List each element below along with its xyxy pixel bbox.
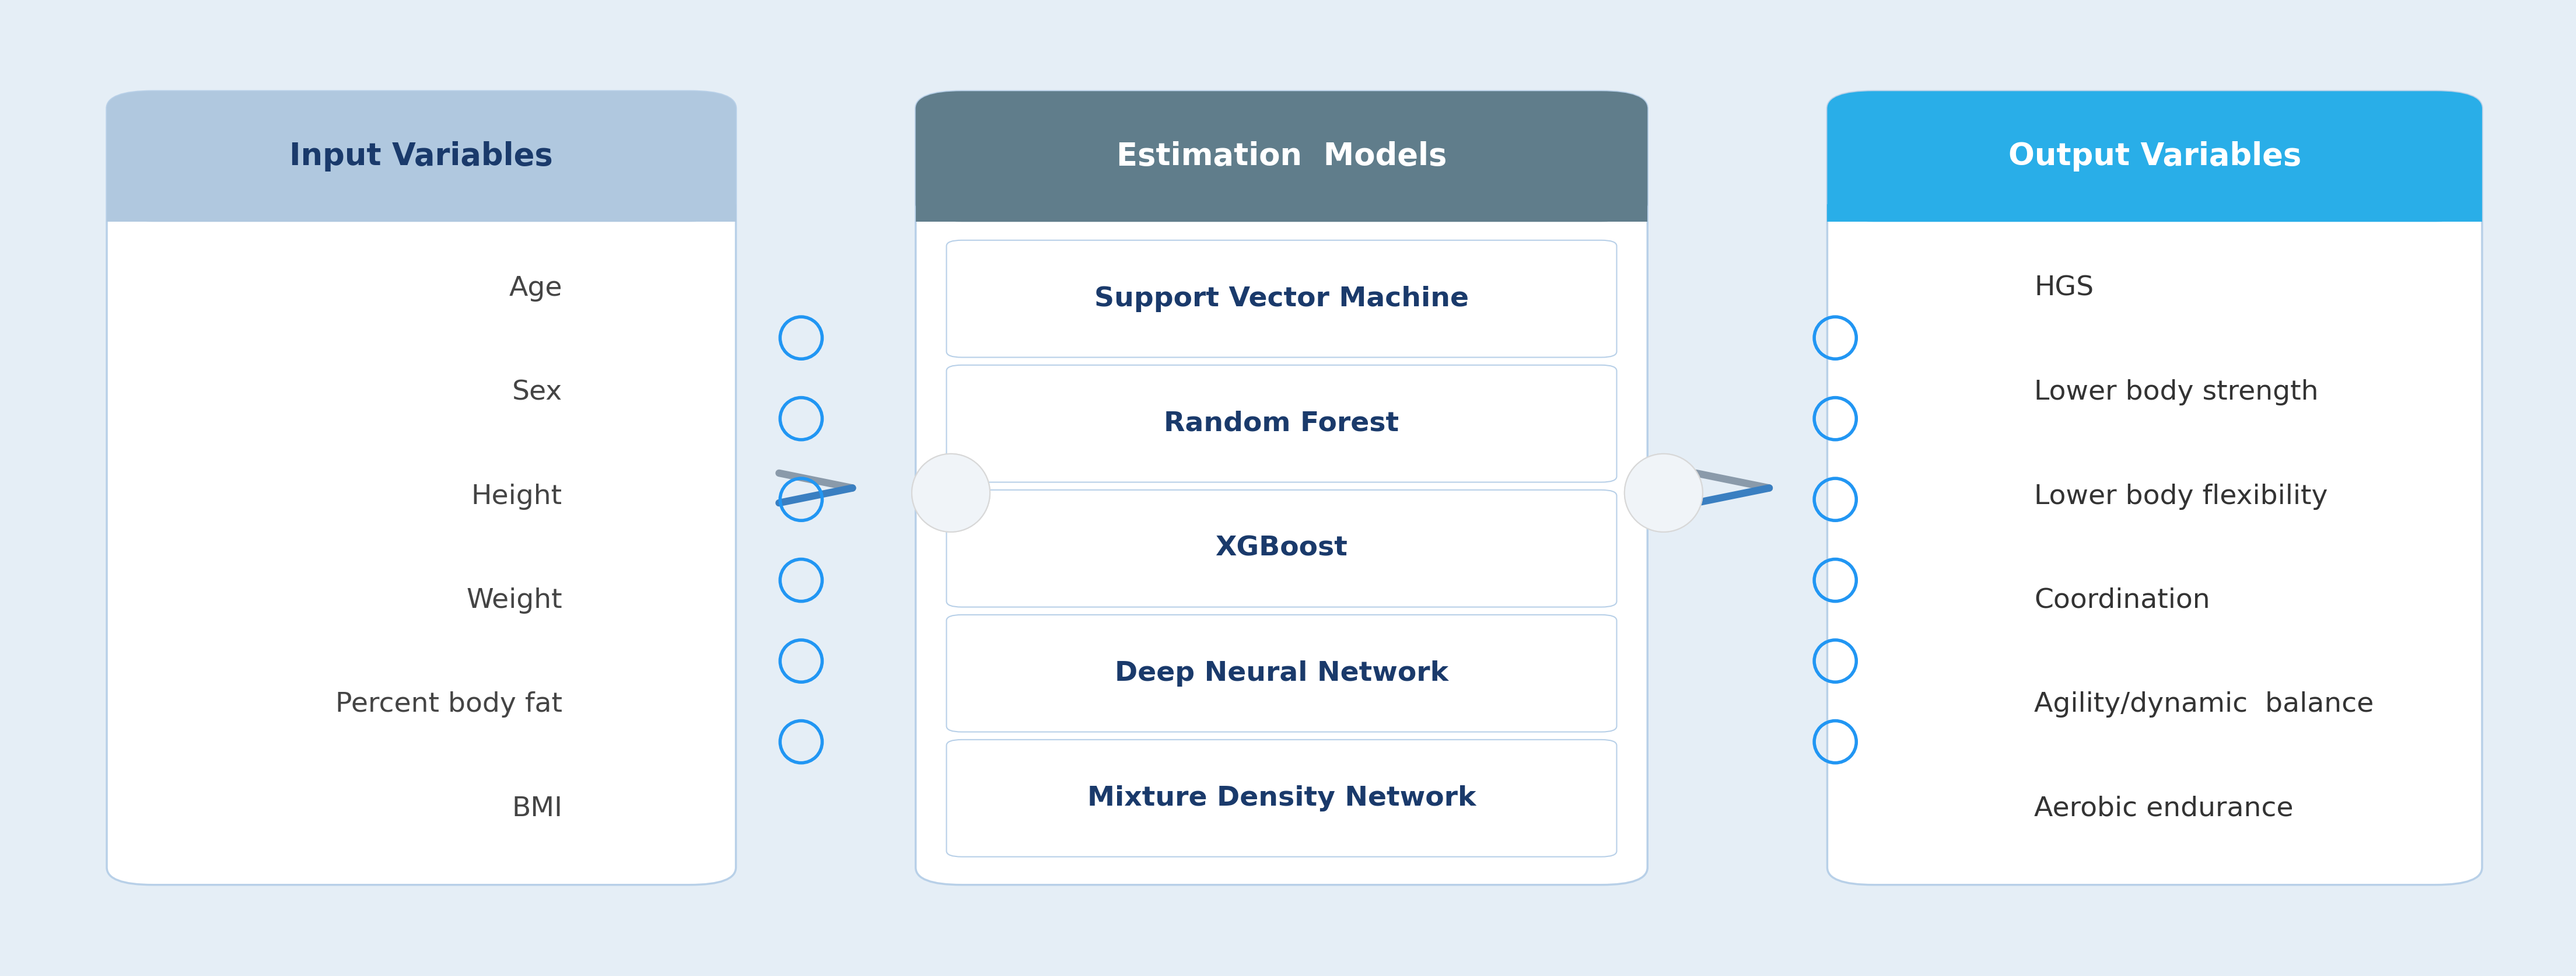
- Text: Input Variables: Input Variables: [289, 142, 554, 172]
- FancyBboxPatch shape: [106, 91, 737, 885]
- Text: Weight: Weight: [466, 588, 562, 614]
- Text: Agility/dynamic  balance: Agility/dynamic balance: [2035, 691, 2375, 717]
- Text: Deep Neural Network: Deep Neural Network: [1115, 660, 1448, 686]
- FancyBboxPatch shape: [914, 91, 1649, 222]
- Text: Mixture Density Network: Mixture Density Network: [1087, 785, 1476, 811]
- Text: BMI: BMI: [513, 795, 562, 822]
- Text: Random Forest: Random Forest: [1164, 411, 1399, 437]
- Text: Output Variables: Output Variables: [2009, 142, 2300, 172]
- FancyBboxPatch shape: [914, 204, 1649, 222]
- FancyBboxPatch shape: [945, 615, 1618, 732]
- Text: Support Vector Machine: Support Vector Machine: [1095, 286, 1468, 312]
- FancyBboxPatch shape: [945, 740, 1618, 857]
- FancyBboxPatch shape: [1826, 204, 2483, 222]
- Text: HGS: HGS: [2035, 275, 2094, 302]
- FancyBboxPatch shape: [1826, 91, 2483, 222]
- FancyBboxPatch shape: [945, 240, 1618, 357]
- Text: XGBoost: XGBoost: [1216, 536, 1347, 561]
- Text: Percent body fat: Percent body fat: [335, 691, 562, 717]
- FancyBboxPatch shape: [945, 365, 1618, 482]
- Text: Estimation  Models: Estimation Models: [1115, 142, 1448, 172]
- FancyBboxPatch shape: [106, 91, 737, 222]
- Text: Lower body strength: Lower body strength: [2035, 380, 2318, 406]
- Text: Lower body flexibility: Lower body flexibility: [2035, 483, 2329, 509]
- Text: Height: Height: [471, 483, 562, 509]
- Text: Aerobic endurance: Aerobic endurance: [2035, 795, 2293, 822]
- Text: Coordination: Coordination: [2035, 588, 2210, 614]
- FancyBboxPatch shape: [1826, 91, 2483, 885]
- Text: Age: Age: [510, 275, 562, 302]
- FancyBboxPatch shape: [914, 91, 1649, 885]
- Text: Sex: Sex: [513, 380, 562, 406]
- FancyBboxPatch shape: [106, 204, 737, 222]
- FancyBboxPatch shape: [945, 490, 1618, 607]
